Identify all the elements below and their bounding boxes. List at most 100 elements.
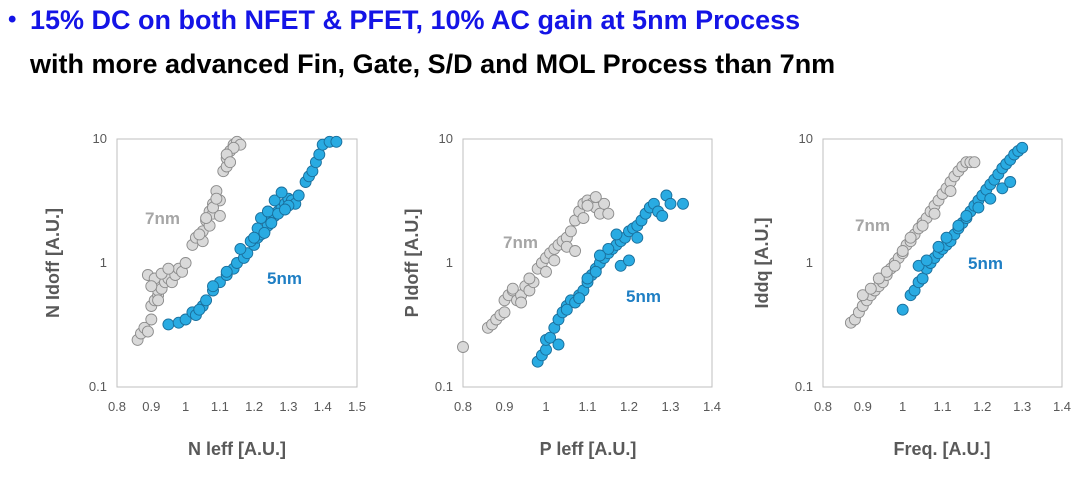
data-point xyxy=(330,135,343,148)
annotation-5nm: 5nm xyxy=(968,254,1003,273)
data-point xyxy=(162,262,175,275)
data-point xyxy=(920,254,933,267)
bullet-icon: • xyxy=(8,6,17,33)
charts-svg: 0.8 0.9 1 1.1 1.2 1.3 1.4 1.5 0.1 1 10 N leff [A.U.… xyxy=(43,131,1071,459)
data-point xyxy=(940,231,953,244)
x-tick-label: 0.9 xyxy=(142,399,160,414)
headline-secondary-text: with more advanced Fin, Gate, S/D and MO… xyxy=(30,49,836,79)
x-tick-label: 1.1 xyxy=(578,399,596,414)
data-point xyxy=(581,272,594,285)
data-point xyxy=(193,228,206,241)
data-point xyxy=(631,231,644,244)
headline: • 15% DC on both NFET & PFET, 10% AC gai… xyxy=(8,2,1083,82)
plot-frame xyxy=(462,138,713,388)
x-tick-label: 1 xyxy=(542,399,549,414)
data-point xyxy=(313,148,326,161)
data-point xyxy=(598,197,611,210)
data-point xyxy=(210,192,223,205)
data-point xyxy=(292,189,305,202)
data-point xyxy=(141,325,154,338)
data-point xyxy=(880,265,893,278)
data-point xyxy=(960,209,973,222)
data-point xyxy=(179,313,192,326)
data-point xyxy=(677,197,689,210)
y-tick-label: 10 xyxy=(799,131,813,146)
chart-3: 0.8 0.9 1 1.1 1.2 1.3 1.4 0.1 1 10 Freq. [A.U.] Idd… xyxy=(752,131,1071,459)
data-point xyxy=(984,192,997,205)
data-point xyxy=(904,231,917,244)
data-point xyxy=(577,212,590,225)
data-point xyxy=(552,338,565,351)
chart-panel: 0.8 0.9 1 1.1 1.2 1.3 1.4 1.5 0.1 1 10 N leff [A.U.… xyxy=(0,112,1087,479)
data-point xyxy=(261,205,274,218)
data-point xyxy=(916,219,929,232)
x-tick-label: 1.4 xyxy=(1053,399,1071,414)
y-tick-label: 0.1 xyxy=(89,379,107,394)
y-axis-label: P Idoff [A.U.] xyxy=(402,209,422,318)
data-point xyxy=(523,272,536,285)
data-point xyxy=(1004,176,1017,188)
headline-primary-text: 15% DC on both NFET & PFET, 10% AC gain … xyxy=(30,5,801,35)
data-point xyxy=(560,303,573,316)
data-point xyxy=(515,296,528,309)
y-tick-label: 1 xyxy=(446,255,453,270)
x-tick-label: 0.8 xyxy=(814,399,832,414)
annotation-5nm: 5nm xyxy=(626,287,661,306)
annotation-7nm: 7nm xyxy=(503,233,538,252)
data-point xyxy=(972,201,985,214)
x-tick-label: 1.4 xyxy=(314,399,332,414)
data-point xyxy=(152,294,165,307)
data-point xyxy=(896,245,909,257)
x-tick-label: 1.2 xyxy=(245,399,263,414)
data-point xyxy=(589,191,602,204)
data-point xyxy=(540,343,552,356)
data-point xyxy=(952,219,965,232)
annotation-5nm: 5nm xyxy=(267,269,302,288)
data-point xyxy=(457,341,469,353)
data-point xyxy=(248,231,261,244)
data-point xyxy=(932,240,945,253)
x-tick-label: 1.5 xyxy=(348,399,366,414)
x-tick-label: 1.3 xyxy=(279,399,297,414)
headline-line-1: • 15% DC on both NFET & PFET, 10% AC gai… xyxy=(8,2,1083,38)
series-5nm xyxy=(531,189,689,368)
y-tick-label: 10 xyxy=(439,131,453,146)
y-tick-label: 0.1 xyxy=(435,379,453,394)
plot-frame xyxy=(822,138,1063,388)
data-point xyxy=(573,292,586,305)
data-point xyxy=(610,228,623,241)
x-tick-label: 1.2 xyxy=(973,399,991,414)
data-point xyxy=(864,282,877,295)
annotation-7nm: 7nm xyxy=(855,216,890,235)
data-point xyxy=(944,185,957,198)
data-point xyxy=(564,225,577,238)
data-point xyxy=(234,242,247,255)
data-point xyxy=(162,318,175,331)
data-point xyxy=(193,303,206,316)
x-tick-label: 1.3 xyxy=(661,399,679,414)
data-point xyxy=(968,156,981,169)
x-tick-label: 1.1 xyxy=(211,399,229,414)
y-tick-label: 1 xyxy=(806,255,813,270)
annotation-7nm: 7nm xyxy=(145,209,180,228)
data-point xyxy=(569,245,582,257)
y-tick-label: 0.1 xyxy=(795,379,813,394)
data-point xyxy=(275,186,288,199)
data-point xyxy=(602,242,615,255)
data-point xyxy=(279,203,291,216)
x-axis-label: N leff [A.U.] xyxy=(188,439,286,459)
x-tick-label: 0.8 xyxy=(108,399,126,414)
series-7nm xyxy=(844,156,981,329)
data-point xyxy=(664,197,677,210)
data-point xyxy=(872,272,885,285)
data-point xyxy=(593,249,606,262)
x-tick-label: 1 xyxy=(182,399,189,414)
data-point xyxy=(589,265,602,278)
data-point xyxy=(916,272,929,285)
x-tick-label: 1.4 xyxy=(703,399,721,414)
series-7nm xyxy=(457,191,615,353)
y-axis-label: N Idoff [A.U.] xyxy=(43,208,63,318)
series-5nm xyxy=(896,141,1029,316)
data-point xyxy=(220,265,233,278)
data-point xyxy=(996,182,1009,195)
